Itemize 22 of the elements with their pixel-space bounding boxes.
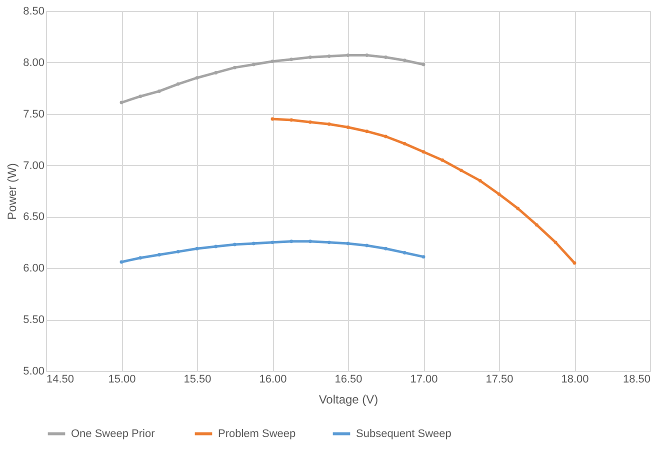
x-tick-label: 16.50	[334, 374, 362, 386]
x-tick-label: 18.00	[561, 374, 589, 386]
x-tick-label: 18.50	[622, 374, 650, 386]
x-tick-label: 17.00	[410, 374, 438, 386]
x-tick-label: 15.00	[108, 374, 136, 386]
legend-label: Problem Sweep	[218, 428, 296, 440]
x-tick-label: 15.50	[184, 374, 212, 386]
y-tick-label: 6.00	[23, 262, 44, 275]
y-tick-label: 8.00	[23, 56, 44, 69]
y-axis-title: Power (W)	[5, 163, 20, 220]
y-tick-label: 8.50	[23, 6, 44, 18]
x-tick-label: 16.00	[259, 374, 287, 386]
y-tick-label: 5.50	[23, 314, 44, 326]
x-tick-label: 14.50	[46, 374, 74, 386]
y-tick-label: 7.00	[23, 160, 44, 172]
legend-label: Subsequent Sweep	[356, 428, 452, 440]
x-axis-title: Voltage (V)	[318, 392, 378, 406]
x-tick-label: 17.50	[486, 374, 514, 386]
y-tick-label: 6.50	[23, 211, 44, 224]
legend-label: One Sweep Prior	[71, 428, 156, 440]
y-tick-label: 5.00	[23, 366, 44, 378]
y-tick-label: 7.50	[23, 108, 44, 120]
